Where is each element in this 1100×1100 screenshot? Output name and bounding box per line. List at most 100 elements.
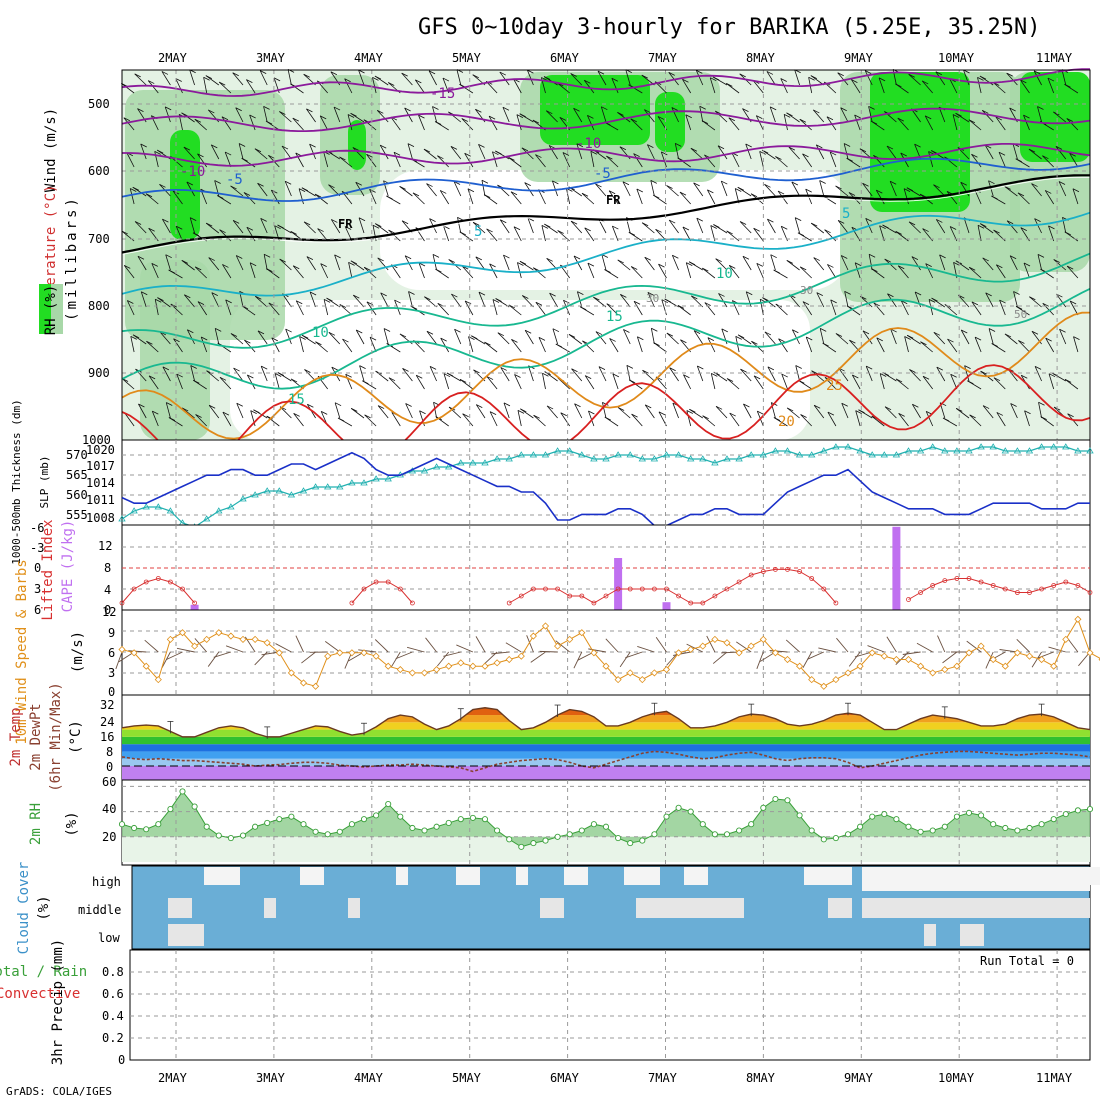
wind-barb xyxy=(957,294,970,308)
wind-barb-flag xyxy=(658,411,666,416)
wind-barb-flag xyxy=(488,115,496,120)
wind-barb xyxy=(742,256,752,271)
wind-barb xyxy=(810,222,825,234)
thickness-marker xyxy=(420,467,429,474)
surface-barb xyxy=(301,651,316,664)
wind-barb xyxy=(1069,300,1079,316)
ylabel-millibars: (millibars) xyxy=(64,195,80,321)
wind-barb-flag xyxy=(726,83,733,87)
lifted-index-point xyxy=(1087,590,1093,595)
wind-barb-flag xyxy=(980,370,987,375)
cloud-high-clear xyxy=(204,867,240,885)
cloud-high-clear xyxy=(456,867,480,885)
wind-barb xyxy=(164,106,171,123)
wind-barb xyxy=(952,114,958,131)
thickness-marker xyxy=(251,491,259,498)
wind-barb xyxy=(690,147,704,160)
wind-barb-flag xyxy=(141,291,148,296)
wind-tick: 6 xyxy=(108,646,115,660)
thickness-tick: 560 xyxy=(66,488,88,502)
thickness-marker xyxy=(541,451,550,458)
wind-barb xyxy=(129,188,135,205)
lifted-index-point xyxy=(180,586,185,592)
lifted-index-series xyxy=(119,567,1093,606)
wind-barb xyxy=(459,379,474,390)
wind-barb-flag xyxy=(597,70,605,75)
wind-barb-flag xyxy=(1015,305,1023,310)
wind-barb xyxy=(936,366,946,382)
cape-grid xyxy=(122,525,1090,610)
thickness-marker xyxy=(723,455,731,462)
wind-barb xyxy=(390,116,401,131)
wind-barb xyxy=(650,180,655,197)
wind-barb-flag xyxy=(593,296,600,301)
rh2m-point xyxy=(953,813,960,820)
li-tick: -6 xyxy=(30,521,44,535)
wind-speed-point xyxy=(808,676,816,684)
wind-barb-flag xyxy=(908,221,916,226)
wind-barb-flag xyxy=(982,405,990,409)
wind-barb xyxy=(1019,79,1030,94)
wind-barb-flag xyxy=(552,328,560,333)
wind-barb-flag xyxy=(1045,337,1052,342)
rh2m-point xyxy=(1002,824,1009,832)
wind-barb xyxy=(372,77,377,94)
wind-barb-flag xyxy=(190,217,197,221)
wind-barb xyxy=(1061,69,1067,86)
wind-barb-flag xyxy=(263,253,271,258)
wind-barb-flag xyxy=(542,372,549,377)
wind-barb xyxy=(146,340,159,353)
wind-barb xyxy=(710,373,716,390)
wind-barb-flag xyxy=(232,72,239,77)
wind-barb-flag xyxy=(889,180,897,185)
rh2m-point xyxy=(143,826,150,833)
wind-barb-flag xyxy=(478,144,485,148)
wind-barb xyxy=(478,292,486,308)
wind-barb xyxy=(985,292,994,308)
wind-barb xyxy=(939,254,946,271)
wind-barb xyxy=(350,408,365,419)
wind-barb xyxy=(904,336,909,353)
wind-barb xyxy=(121,378,135,390)
wind-barb-flag xyxy=(770,106,777,111)
wind-barb xyxy=(622,181,631,197)
wind-barb-flag xyxy=(931,297,938,302)
wind-barb xyxy=(175,78,183,94)
wind-barb xyxy=(1045,337,1055,353)
wind-barb-flag xyxy=(737,186,744,191)
wind-barb xyxy=(328,332,341,345)
wind-barb xyxy=(788,146,800,160)
wind-barb xyxy=(145,193,159,205)
wind-barb-flag xyxy=(773,417,781,421)
wind-barb xyxy=(702,267,716,279)
wind-speed-point xyxy=(1074,615,1082,623)
wind-barb-flag xyxy=(344,226,352,230)
wind-barb-flag xyxy=(495,298,502,302)
date-label: 7MAY xyxy=(648,1071,678,1085)
wind-barb xyxy=(871,415,885,427)
thickness-marker xyxy=(493,455,501,462)
wind-barb xyxy=(235,255,244,271)
rh-dry-region xyxy=(380,170,850,290)
wind-barb-flag xyxy=(884,406,892,411)
surface-barb xyxy=(555,640,570,653)
surface-barb xyxy=(886,636,897,653)
wind-barb-flag xyxy=(475,108,482,113)
wind-barb xyxy=(415,375,425,390)
li-tick: 3 xyxy=(34,582,41,596)
ylabel-wind10m: 10m Wind Speed & Barbs xyxy=(14,559,30,744)
wind-barb-flag xyxy=(514,374,521,378)
wind-barb xyxy=(366,301,377,316)
isotherm-20 xyxy=(121,311,1091,440)
wind-barb-flag xyxy=(797,232,805,237)
wind-barb-flag xyxy=(1004,186,1011,190)
wind-barb-flag xyxy=(503,402,511,407)
wind-barb xyxy=(1058,181,1067,197)
wind-barb-flag xyxy=(587,262,595,267)
wind-barb-flag xyxy=(173,338,180,343)
wind-barb xyxy=(448,111,462,123)
wind-barb xyxy=(759,299,764,316)
cloud-low-clear xyxy=(960,924,984,946)
rh2m-point xyxy=(627,840,634,847)
wind-barb-flag xyxy=(969,414,976,419)
